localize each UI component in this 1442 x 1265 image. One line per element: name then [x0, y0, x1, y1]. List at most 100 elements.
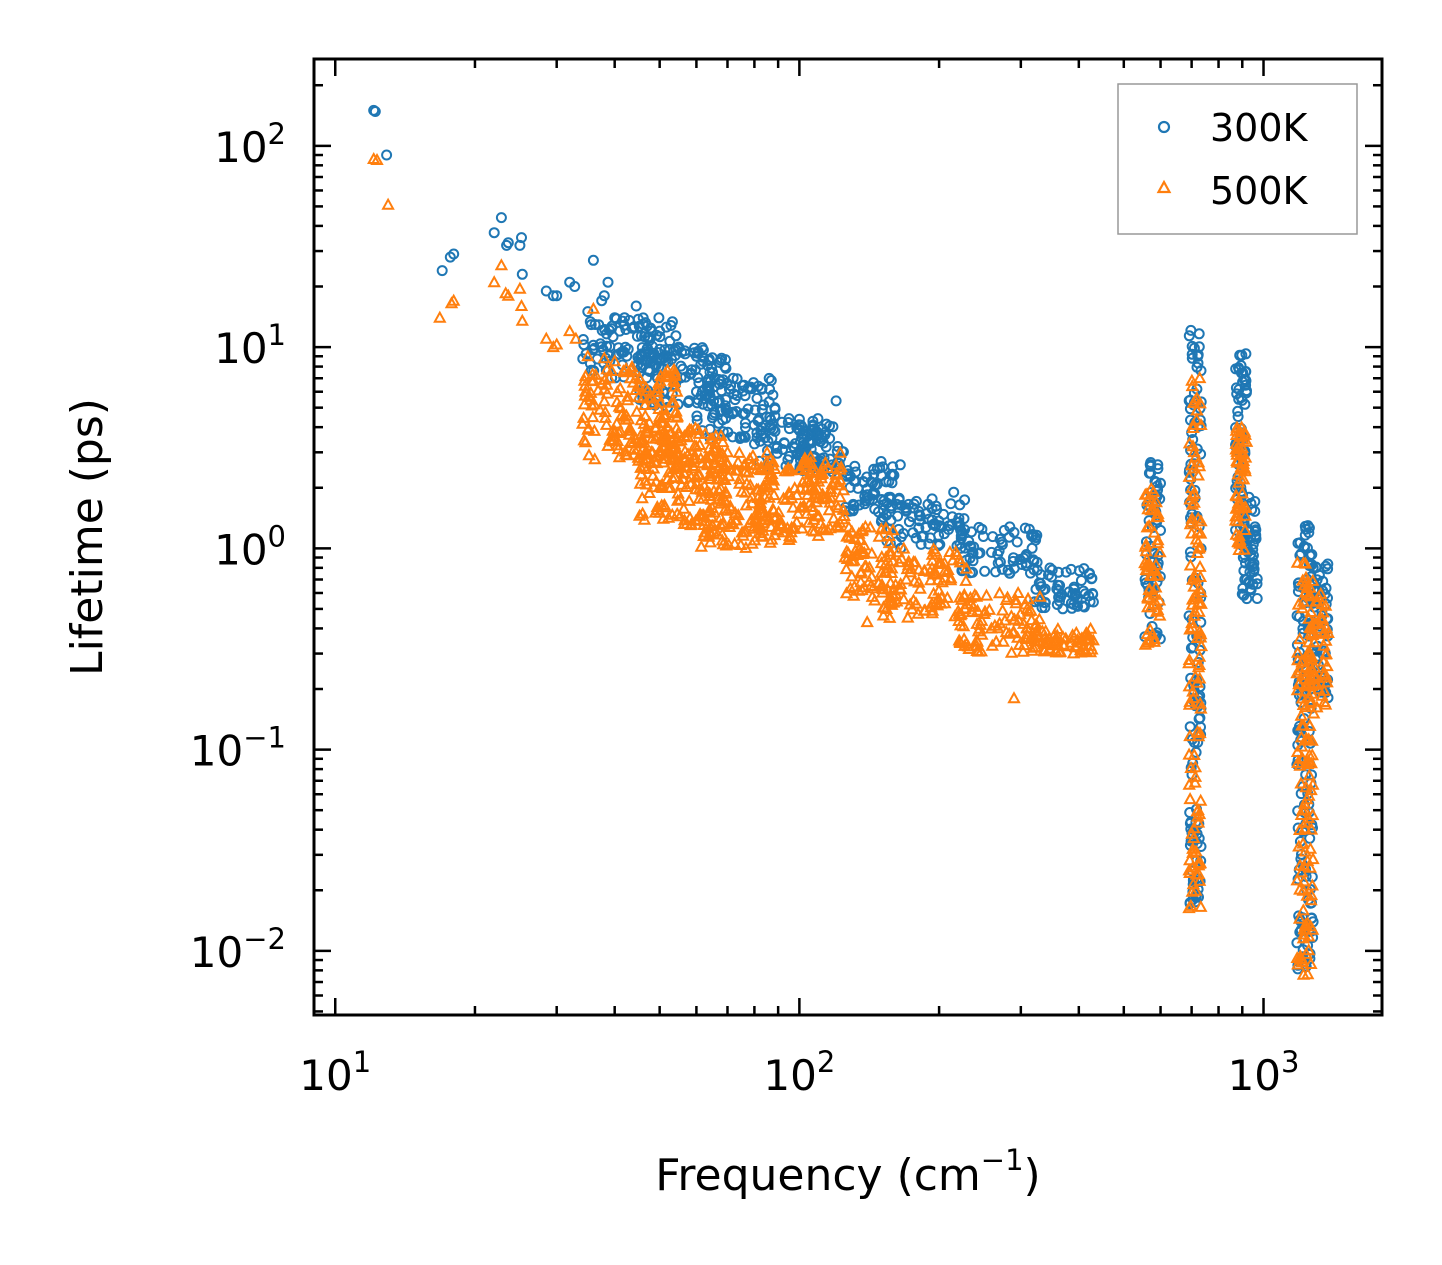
data-point-500K — [1192, 657, 1207, 670]
data-point-300K — [913, 509, 925, 521]
data-point-500K — [1182, 901, 1196, 914]
data-point-500K — [1185, 826, 1199, 839]
data-point-500K — [1302, 665, 1316, 678]
data-point-500K — [1033, 589, 1047, 602]
data-point-300K — [1232, 411, 1244, 423]
data-point-500K — [1194, 526, 1208, 539]
data-point-500K — [1187, 495, 1201, 508]
data-point-300K — [716, 352, 728, 364]
data-point-500K — [926, 566, 941, 579]
data-point-500K — [766, 478, 780, 491]
data-point-500K — [1295, 601, 1309, 614]
data-point-500K — [694, 509, 708, 522]
data-point-500K — [585, 398, 599, 411]
legend-box — [1117, 83, 1358, 235]
data-point-300K — [861, 483, 873, 495]
data-point-500K — [811, 528, 825, 541]
data-point-500K — [582, 448, 596, 461]
data-point-500K — [1141, 591, 1155, 604]
data-point-500K — [943, 544, 957, 557]
data-point-300K — [934, 539, 946, 550]
data-point-300K — [569, 281, 581, 292]
data-point-500K — [860, 615, 874, 628]
data-point-500K — [1232, 542, 1246, 555]
data-point-500K — [756, 523, 770, 536]
data-point-500K — [501, 288, 515, 301]
data-point-500K — [1193, 371, 1207, 384]
data-point-500K — [1295, 739, 1309, 752]
data-point-300K — [824, 420, 835, 432]
data-point-300K — [369, 106, 381, 117]
data-point-500K — [1185, 379, 1199, 392]
data-point-500K — [1070, 632, 1085, 645]
data-point-500K — [707, 441, 722, 454]
data-point-300K — [1241, 593, 1253, 605]
data-point-500K — [953, 555, 967, 568]
data-point-300K — [598, 290, 610, 302]
data-point-500K — [623, 371, 638, 384]
data-point-500K — [1307, 635, 1321, 648]
data-point-500K — [816, 490, 830, 503]
data-point-300K — [1002, 564, 1014, 576]
data-point-300K — [979, 565, 991, 577]
data-point-500K — [1011, 630, 1025, 643]
data-point-500K — [1235, 440, 1249, 453]
data-point-500K — [1191, 729, 1206, 742]
y-tick-label: 10−2 — [190, 922, 286, 977]
data-point-500K — [970, 638, 984, 651]
data-point-500K — [593, 402, 607, 415]
data-point-500K — [1183, 517, 1198, 530]
data-point-500K — [732, 476, 747, 489]
data-point-500K — [602, 371, 616, 384]
data-point-500K — [959, 561, 974, 574]
data-point-500K — [758, 490, 772, 503]
data-point-500K — [854, 564, 868, 577]
data-point-300K — [637, 359, 649, 371]
data-point-500K — [970, 616, 984, 629]
data-point-500K — [773, 516, 787, 529]
data-point-300K — [1245, 583, 1256, 595]
data-point-500K — [1310, 700, 1324, 713]
data-point-300K — [1046, 564, 1058, 576]
y-tick-label: 101 — [214, 318, 286, 373]
data-point-500K — [925, 606, 939, 619]
data-point-500K — [1189, 532, 1204, 545]
data-point-500K — [756, 529, 770, 542]
data-point-300K — [910, 532, 922, 544]
data-point-500K — [1239, 434, 1254, 447]
data-point-500K — [875, 549, 889, 562]
data-point-500K — [646, 445, 660, 458]
data-point-300K — [739, 408, 751, 419]
data-point-300K — [1008, 552, 1019, 564]
data-point-500K — [791, 506, 805, 519]
data-point-500K — [1296, 697, 1311, 710]
data-point-300K — [761, 411, 773, 423]
data-point-500K — [876, 582, 890, 595]
data-point-500K — [641, 452, 655, 465]
data-point-500K — [633, 476, 647, 489]
data-point-500K — [797, 459, 812, 472]
data-point-500K — [642, 485, 657, 498]
data-point-500K — [581, 422, 595, 435]
data-point-500K — [615, 407, 629, 420]
data-point-300K — [1077, 600, 1089, 612]
data-point-500K — [694, 539, 708, 552]
data-point-500K — [852, 583, 866, 596]
data-point-500K — [632, 508, 647, 521]
data-point-500K — [1317, 694, 1332, 707]
data-point-300K — [943, 524, 954, 535]
data-point-500K — [801, 472, 815, 485]
data-point-500K — [1297, 718, 1311, 731]
data-point-500K — [840, 551, 855, 564]
data-point-500K — [829, 457, 843, 470]
data-point-500K — [1187, 608, 1201, 621]
data-point-300K — [1232, 405, 1244, 417]
data-point-500K — [790, 488, 804, 501]
data-point-500K — [1189, 449, 1203, 462]
data-point-500K — [668, 365, 682, 378]
data-point-300K — [886, 477, 898, 489]
data-point-500K — [872, 529, 886, 542]
data-point-500K — [653, 409, 667, 422]
data-point-500K — [577, 397, 591, 410]
data-point-300K — [878, 499, 890, 511]
